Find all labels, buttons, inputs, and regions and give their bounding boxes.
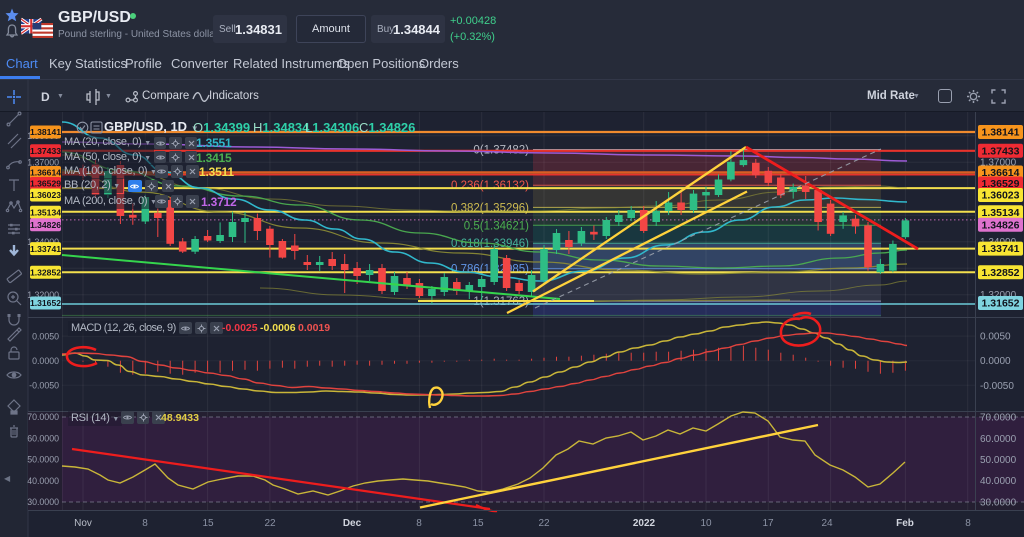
svg-text:0.0000: 0.0000 (980, 356, 1011, 367)
svg-text:1.37000: 1.37000 (980, 158, 1017, 169)
svg-text:1.36023: 1.36023 (982, 190, 1020, 202)
svg-text:50.0000: 50.0000 (980, 455, 1017, 466)
svg-text:1.36529: 1.36529 (30, 179, 61, 189)
svg-text:1.35134: 1.35134 (30, 208, 61, 218)
svg-text:-0.0050: -0.0050 (980, 381, 1014, 392)
svg-text:40.0000: 40.0000 (980, 476, 1017, 487)
svg-text:1.35134: 1.35134 (982, 207, 1020, 219)
svg-text:-0.0050: -0.0050 (29, 381, 59, 391)
svg-text:1.31652: 1.31652 (982, 298, 1020, 310)
svg-text:0.236(1.36132): 0.236(1.36132) (451, 180, 529, 192)
svg-text:70.0000: 70.0000 (980, 413, 1017, 424)
svg-text:1.32000: 1.32000 (980, 290, 1017, 301)
svg-text:0.786(1.32985): 0.786(1.32985) (451, 264, 529, 276)
svg-text:1.38141: 1.38141 (30, 127, 61, 137)
svg-text:1.36023: 1.36023 (30, 190, 61, 200)
svg-text:0.0000: 0.0000 (32, 356, 59, 366)
svg-text:1.33741: 1.33741 (982, 243, 1020, 255)
svg-text:1.32852: 1.32852 (30, 267, 61, 277)
svg-text:30.0000: 30.0000 (27, 497, 59, 507)
svg-text:1.37000: 1.37000 (27, 157, 59, 167)
svg-text:1.37433: 1.37433 (30, 146, 61, 156)
svg-text:40.0000: 40.0000 (27, 476, 59, 486)
svg-text:60.0000: 60.0000 (27, 433, 59, 443)
svg-text:1.31652: 1.31652 (30, 298, 61, 308)
svg-text:1.36614: 1.36614 (30, 168, 61, 178)
svg-text:1.34826: 1.34826 (982, 219, 1020, 231)
svg-text:1.36614: 1.36614 (982, 167, 1020, 179)
svg-text:1.32852: 1.32852 (982, 267, 1020, 279)
svg-text:0.5(1.34621): 0.5(1.34621) (464, 220, 529, 232)
svg-text:60.0000: 60.0000 (980, 434, 1017, 445)
svg-text:1.33741: 1.33741 (30, 244, 61, 254)
svg-text:1.34000: 1.34000 (27, 237, 59, 247)
svg-text:1.34826: 1.34826 (30, 220, 61, 230)
svg-text:0.0050: 0.0050 (980, 332, 1011, 343)
svg-text:0.0050: 0.0050 (32, 331, 59, 341)
svg-text:1(1.31763): 1(1.31763) (473, 296, 529, 308)
svg-text:1.32000: 1.32000 (27, 290, 59, 300)
svg-text:1.36529: 1.36529 (982, 178, 1020, 190)
svg-text:1.38141: 1.38141 (982, 127, 1020, 139)
svg-text:30.0000: 30.0000 (980, 498, 1017, 509)
svg-text:1.37433: 1.37433 (982, 145, 1020, 157)
svg-text:50.0000: 50.0000 (27, 455, 59, 465)
svg-text:70.0000: 70.0000 (27, 412, 59, 422)
